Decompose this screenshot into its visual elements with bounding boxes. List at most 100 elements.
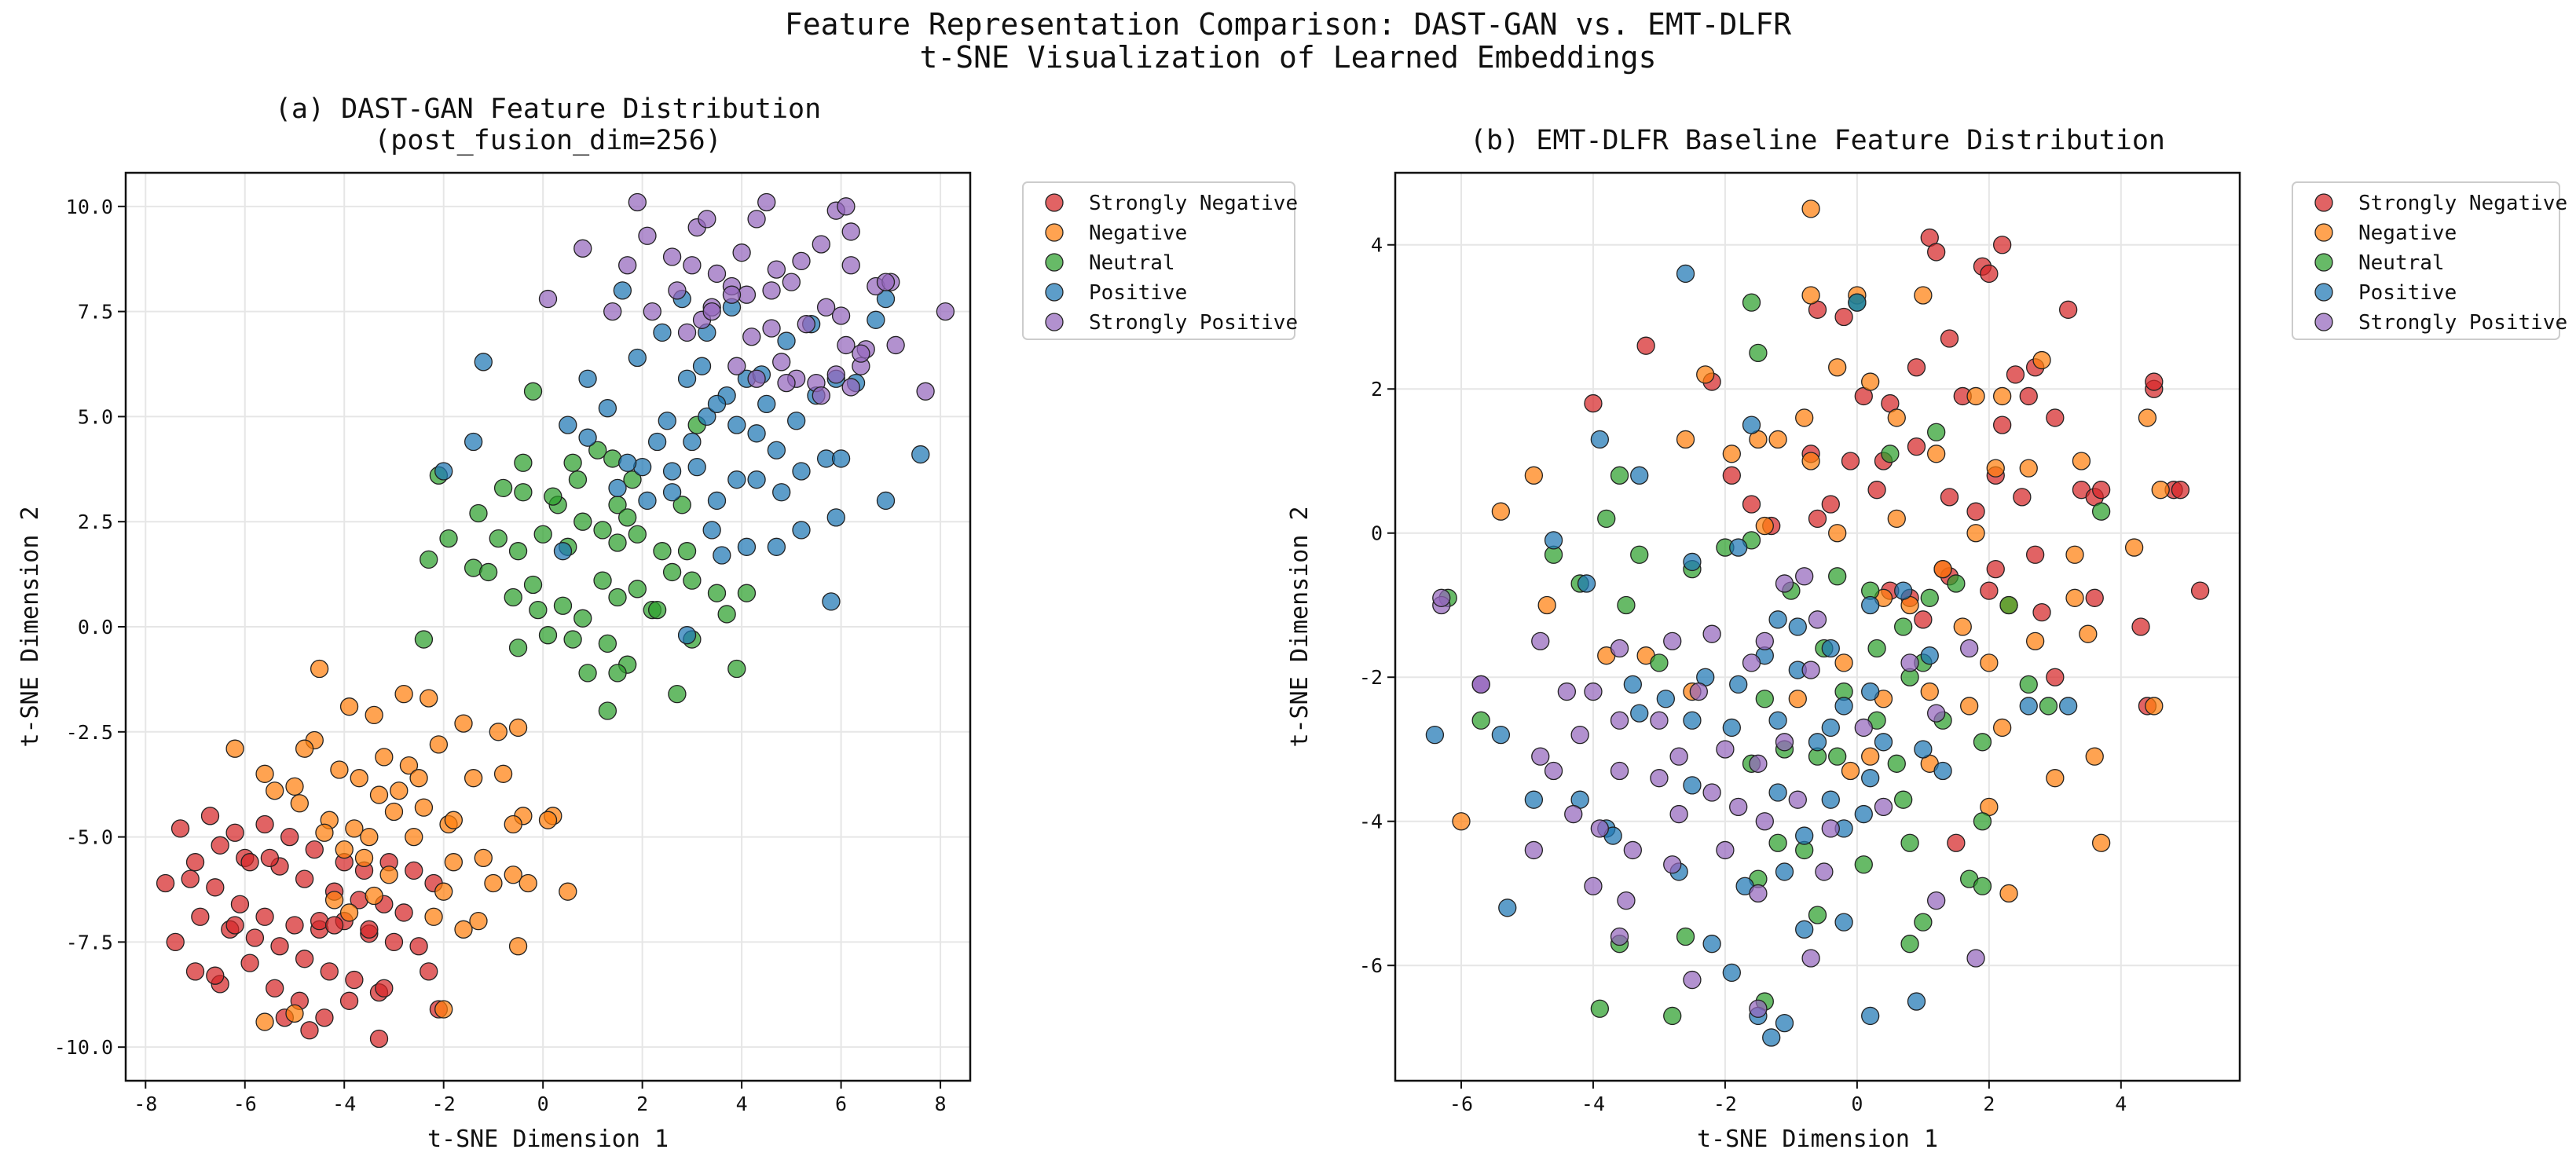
data-point — [1623, 840, 1642, 860]
data-point — [841, 222, 860, 241]
data-point — [1762, 1028, 1781, 1047]
data-point — [1940, 329, 1959, 348]
data-point — [420, 689, 438, 708]
data-point — [767, 441, 786, 459]
data-point — [727, 357, 746, 375]
data-point — [1887, 509, 1906, 529]
y-tick-label: 0.0 — [78, 616, 113, 639]
data-point — [1881, 445, 1900, 463]
y-tick-label: -10.0 — [54, 1036, 113, 1059]
data-point — [1834, 307, 1853, 327]
legend-label: Negative — [1089, 221, 1187, 245]
series-negative — [225, 659, 577, 1031]
data-point — [191, 907, 210, 926]
data-point — [1999, 595, 2018, 615]
data-point — [350, 769, 368, 788]
data-point — [1933, 761, 1952, 781]
panel-title: (a) DAST-GAN Feature Distribution — [275, 93, 821, 125]
x-tick-label: 8 — [935, 1093, 947, 1115]
data-point — [831, 449, 851, 468]
data-point — [384, 802, 404, 822]
data-point — [762, 281, 781, 300]
data-point — [1775, 1013, 1794, 1033]
data-point — [1570, 725, 1589, 745]
data-point — [2019, 459, 2038, 478]
legend-label: Positive — [1089, 281, 1187, 305]
data-point — [1788, 690, 1807, 708]
data-point — [1788, 790, 1807, 809]
data-point — [1947, 574, 1966, 593]
data-point — [792, 462, 811, 481]
data-point — [464, 769, 483, 788]
data-point — [493, 478, 513, 498]
data-point — [1821, 718, 1840, 738]
data-point — [677, 369, 697, 388]
data-point — [1907, 437, 1926, 456]
data-point — [315, 823, 334, 842]
data-point — [568, 470, 588, 489]
data-point — [434, 882, 453, 901]
x-axis-label: t-SNE Dimension 1 — [1697, 1126, 1938, 1153]
legend-label: Strongly Positive — [1089, 311, 1298, 335]
data-point — [1722, 445, 1741, 463]
data-point — [1795, 826, 1814, 845]
data-point — [365, 886, 383, 906]
chart-panel-1: -8 -6 -4 -2 0 2 4 6 8 -10.0 -7.5 -5.0 -2.5 0.0 2.5 5.0 7… — [16, 93, 1298, 1153]
data-point — [339, 903, 359, 922]
x-tick-label: -4 — [1581, 1093, 1605, 1115]
data-point — [1584, 877, 1603, 895]
data-point — [732, 243, 751, 262]
data-point — [1689, 682, 1708, 701]
y-tick-label: -6 — [1359, 954, 1383, 977]
data-point — [797, 315, 815, 334]
y-tick-label: -5.0 — [66, 826, 113, 849]
data-point — [255, 764, 274, 783]
data-point — [320, 962, 339, 981]
data-point — [757, 394, 776, 414]
data-point — [747, 424, 766, 443]
data-point — [330, 760, 349, 779]
legend-marker — [1045, 193, 1064, 212]
data-point — [315, 1008, 334, 1027]
data-point — [444, 853, 464, 872]
data-point — [1993, 415, 2012, 434]
data-point — [757, 192, 776, 212]
series-positive — [1425, 264, 2078, 1047]
data-point — [1867, 639, 1886, 658]
data-point — [1729, 538, 1748, 557]
data-point — [2065, 588, 2084, 607]
data-point — [638, 491, 657, 511]
data-point — [1993, 386, 2012, 406]
data-point — [1947, 833, 1966, 852]
data-point — [737, 584, 757, 602]
data-point — [2019, 386, 2038, 406]
y-tick-label: 5.0 — [78, 405, 113, 428]
data-point — [1531, 747, 1550, 766]
data-point — [1742, 293, 1761, 312]
data-point — [1894, 581, 1913, 600]
data-point — [1630, 704, 1649, 723]
data-point — [1966, 386, 1985, 406]
data-point — [1808, 733, 1827, 752]
data-point — [1986, 559, 2005, 579]
data-point — [420, 962, 438, 981]
data-point — [1683, 711, 1702, 730]
data-point — [1775, 733, 1794, 752]
data-point — [1722, 466, 1741, 485]
data-point — [1584, 393, 1603, 413]
data-point — [508, 639, 528, 657]
data-point — [1432, 588, 1451, 607]
data-point — [514, 453, 533, 472]
y-tick-label: 2 — [1371, 378, 1383, 401]
data-point — [1894, 790, 1913, 809]
data-point — [598, 634, 617, 653]
data-point — [722, 285, 742, 304]
data-point — [1663, 855, 1682, 874]
data-point — [1742, 495, 1761, 514]
data-point — [290, 794, 309, 813]
data-point — [1808, 509, 1827, 529]
data-point — [747, 369, 766, 388]
data-point — [434, 1000, 453, 1019]
data-point — [414, 798, 434, 817]
